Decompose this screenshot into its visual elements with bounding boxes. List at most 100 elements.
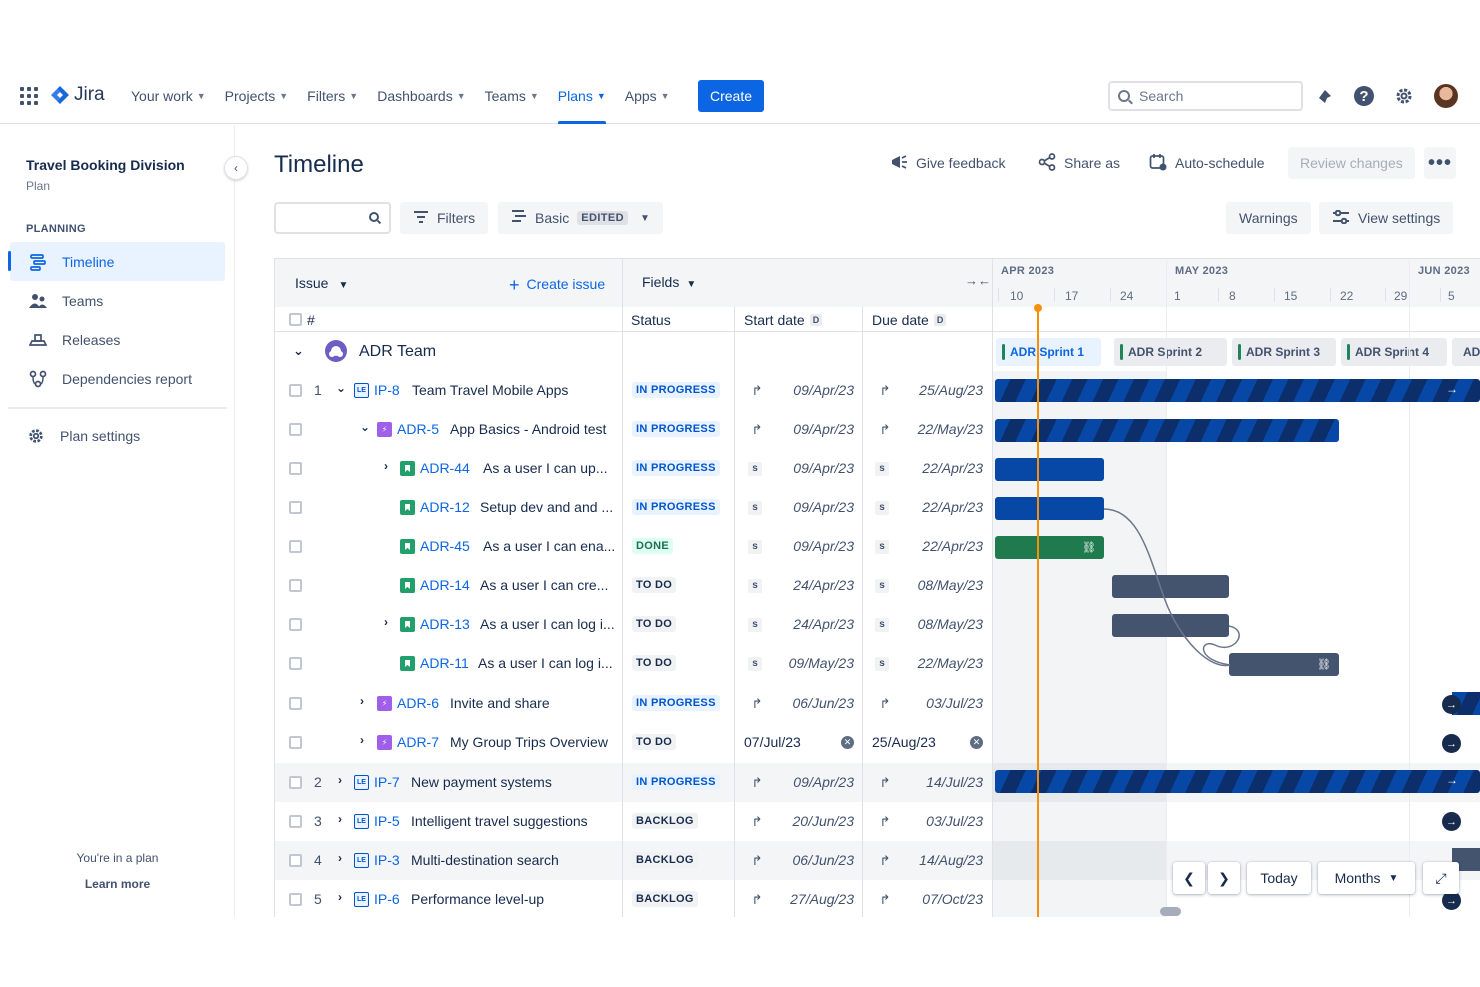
due-date[interactable]: 03/Jul/23: [926, 813, 983, 829]
col-due-date[interactable]: Due date D: [872, 312, 947, 328]
help-icon[interactable]: ?: [1354, 86, 1374, 106]
status-badge[interactable]: TO DO: [632, 577, 677, 593]
global-search-input[interactable]: Search: [1108, 81, 1303, 111]
due-date[interactable]: 22/May/23: [917, 655, 983, 671]
timeline-bar[interactable]: →: [995, 379, 1480, 402]
status-badge[interactable]: IN PROGRESS: [632, 382, 720, 398]
timeline-bar[interactable]: [995, 419, 1339, 442]
arrow-right-icon[interactable]: →: [1442, 734, 1461, 753]
create-button[interactable]: Create: [698, 80, 765, 112]
chevron-right-icon[interactable]: ›: [360, 733, 364, 747]
start-date[interactable]: 20/Jun/23: [792, 813, 855, 829]
table-row[interactable]: ⌄ ⚡ ADR-5 App Basics - Android test IN P…: [274, 410, 992, 449]
start-date[interactable]: 09/Apr/23: [793, 499, 854, 515]
start-date[interactable]: 24/Apr/23: [793, 577, 854, 593]
due-date[interactable]: 08/May/23: [917, 577, 983, 593]
issue-key[interactable]: IP-3: [374, 852, 400, 868]
status-badge[interactable]: BACKLOG: [632, 891, 698, 907]
issue-summary[interactable]: Team Travel Mobile Apps: [412, 382, 569, 398]
start-date[interactable]: 09/May/23: [788, 655, 854, 671]
issue-summary[interactable]: Setup dev and and ...: [480, 499, 614, 515]
sprint-label[interactable]: ADR Sprint 4: [1341, 338, 1447, 366]
chevron-down-icon[interactable]: ⌄: [336, 381, 347, 395]
chevron-right-icon[interactable]: ›: [384, 459, 388, 473]
row-checkbox[interactable]: [289, 657, 302, 670]
start-date[interactable]: 07/Jul/23: [744, 734, 801, 750]
arrow-right-icon[interactable]: →: [1442, 891, 1461, 910]
issue-summary[interactable]: As a user I can log i...: [478, 655, 613, 671]
table-row[interactable]: › ⚡ ADR-6 Invite and share IN PROGRESS ↱…: [274, 684, 992, 723]
share-as-button[interactable]: Share as: [1038, 147, 1120, 179]
nav-apps[interactable]: Apps ▼: [625, 68, 670, 124]
nav-filters[interactable]: Filters ▼: [307, 68, 358, 124]
chevron-right-icon[interactable]: ›: [338, 890, 342, 904]
timeline-bar[interactable]: →: [995, 770, 1480, 793]
fullscreen-button[interactable]: ⤢: [1423, 862, 1459, 894]
row-checkbox[interactable]: [289, 736, 302, 749]
sidebar-item-releases[interactable]: Releases: [10, 320, 225, 359]
issue-key[interactable]: IP-6: [374, 891, 400, 907]
table-row[interactable]: 2 › LE IP-7 New payment systems IN PROGR…: [274, 763, 992, 802]
row-checkbox[interactable]: [289, 540, 302, 553]
status-badge[interactable]: BACKLOG: [632, 813, 698, 829]
nav-projects[interactable]: Projects ▼: [225, 68, 289, 124]
timeline-bar[interactable]: [995, 497, 1104, 520]
learn-more-link[interactable]: Learn more: [84, 877, 151, 891]
issue-summary[interactable]: New payment systems: [411, 774, 552, 790]
row-checkbox[interactable]: [289, 893, 302, 906]
notifications-icon[interactable]: [1314, 85, 1336, 107]
issue-summary[interactable]: Performance level-up: [411, 891, 545, 907]
chevron-right-icon[interactable]: ›: [384, 615, 388, 629]
chevron-right-icon[interactable]: ›: [338, 851, 342, 865]
table-row[interactable]: 4 › LE IP-3 Multi-destination search BAC…: [274, 841, 992, 880]
col-status[interactable]: Status: [631, 312, 671, 328]
status-badge[interactable]: TO DO: [632, 655, 677, 671]
col-start-date[interactable]: Start date D: [744, 312, 823, 328]
jira-logo[interactable]: Jira: [50, 84, 105, 106]
collapse-fields-icon[interactable]: →←: [965, 273, 991, 288]
row-checkbox[interactable]: [289, 579, 302, 592]
issue-key[interactable]: ADR-7: [397, 734, 440, 750]
issue-summary[interactable]: My Group Trips Overview: [450, 734, 608, 750]
sidebar-item-timeline[interactable]: Timeline: [8, 242, 225, 281]
start-date[interactable]: 09/Apr/23: [793, 382, 854, 398]
issue-key[interactable]: ADR-11: [420, 655, 469, 671]
due-date[interactable]: 03/Jul/23: [926, 695, 983, 711]
status-badge[interactable]: IN PROGRESS: [632, 499, 720, 515]
due-date[interactable]: 07/Oct/23: [922, 891, 983, 907]
horizontal-scrollbar[interactable]: [1160, 907, 1181, 916]
table-row[interactable]: ADR-14 As a user I can cre... TO DO s 24…: [274, 566, 992, 605]
issue-summary[interactable]: Intelligent travel suggestions: [411, 813, 588, 829]
view-select-button[interactable]: Basic EDITED ▼: [498, 202, 663, 234]
timeline-bar[interactable]: [1112, 575, 1229, 598]
issue-summary[interactable]: Invite and share: [450, 695, 550, 711]
timescale-select[interactable]: Months ▼: [1318, 862, 1415, 894]
row-checkbox[interactable]: [289, 697, 302, 710]
fields-menu-button[interactable]: Fields ▼: [642, 274, 696, 290]
table-row[interactable]: 3 › LE IP-5 Intelligent travel suggestio…: [274, 802, 992, 841]
status-badge[interactable]: DONE: [632, 538, 673, 554]
status-badge[interactable]: BACKLOG: [632, 852, 698, 868]
clear-date-icon[interactable]: ✕: [970, 736, 983, 749]
issue-summary[interactable]: Multi-destination search: [411, 852, 559, 868]
chevron-right-icon[interactable]: ›: [338, 812, 342, 826]
timeline-bar[interactable]: [1112, 614, 1229, 637]
issue-key[interactable]: ADR-13: [420, 616, 470, 632]
issue-summary[interactable]: As a user I can cre...: [480, 577, 609, 593]
settings-gear-icon[interactable]: [1393, 85, 1415, 107]
more-actions-button[interactable]: •••: [1424, 147, 1456, 179]
start-date[interactable]: 09/Apr/23: [793, 774, 854, 790]
due-date[interactable]: 08/May/23: [917, 616, 983, 632]
timeline-bar[interactable]: [995, 458, 1104, 481]
status-badge[interactable]: IN PROGRESS: [632, 460, 720, 476]
status-badge[interactable]: IN PROGRESS: [632, 774, 720, 790]
issue-summary[interactable]: As a user I can log i...: [480, 616, 615, 632]
issue-key[interactable]: ADR-6: [397, 695, 440, 711]
table-row[interactable]: ADR-45 As a user I can ena... DONE s 09/…: [274, 527, 992, 566]
start-date[interactable]: 06/Jun/23: [792, 695, 855, 711]
sprint-label[interactable]: ADR Sprint 1: [996, 338, 1101, 366]
issue-column-menu[interactable]: Issue ▼: [295, 275, 348, 291]
start-date[interactable]: 06/Jun/23: [792, 852, 855, 868]
user-avatar[interactable]: [1434, 84, 1458, 108]
issue-key[interactable]: IP-5: [374, 813, 400, 829]
